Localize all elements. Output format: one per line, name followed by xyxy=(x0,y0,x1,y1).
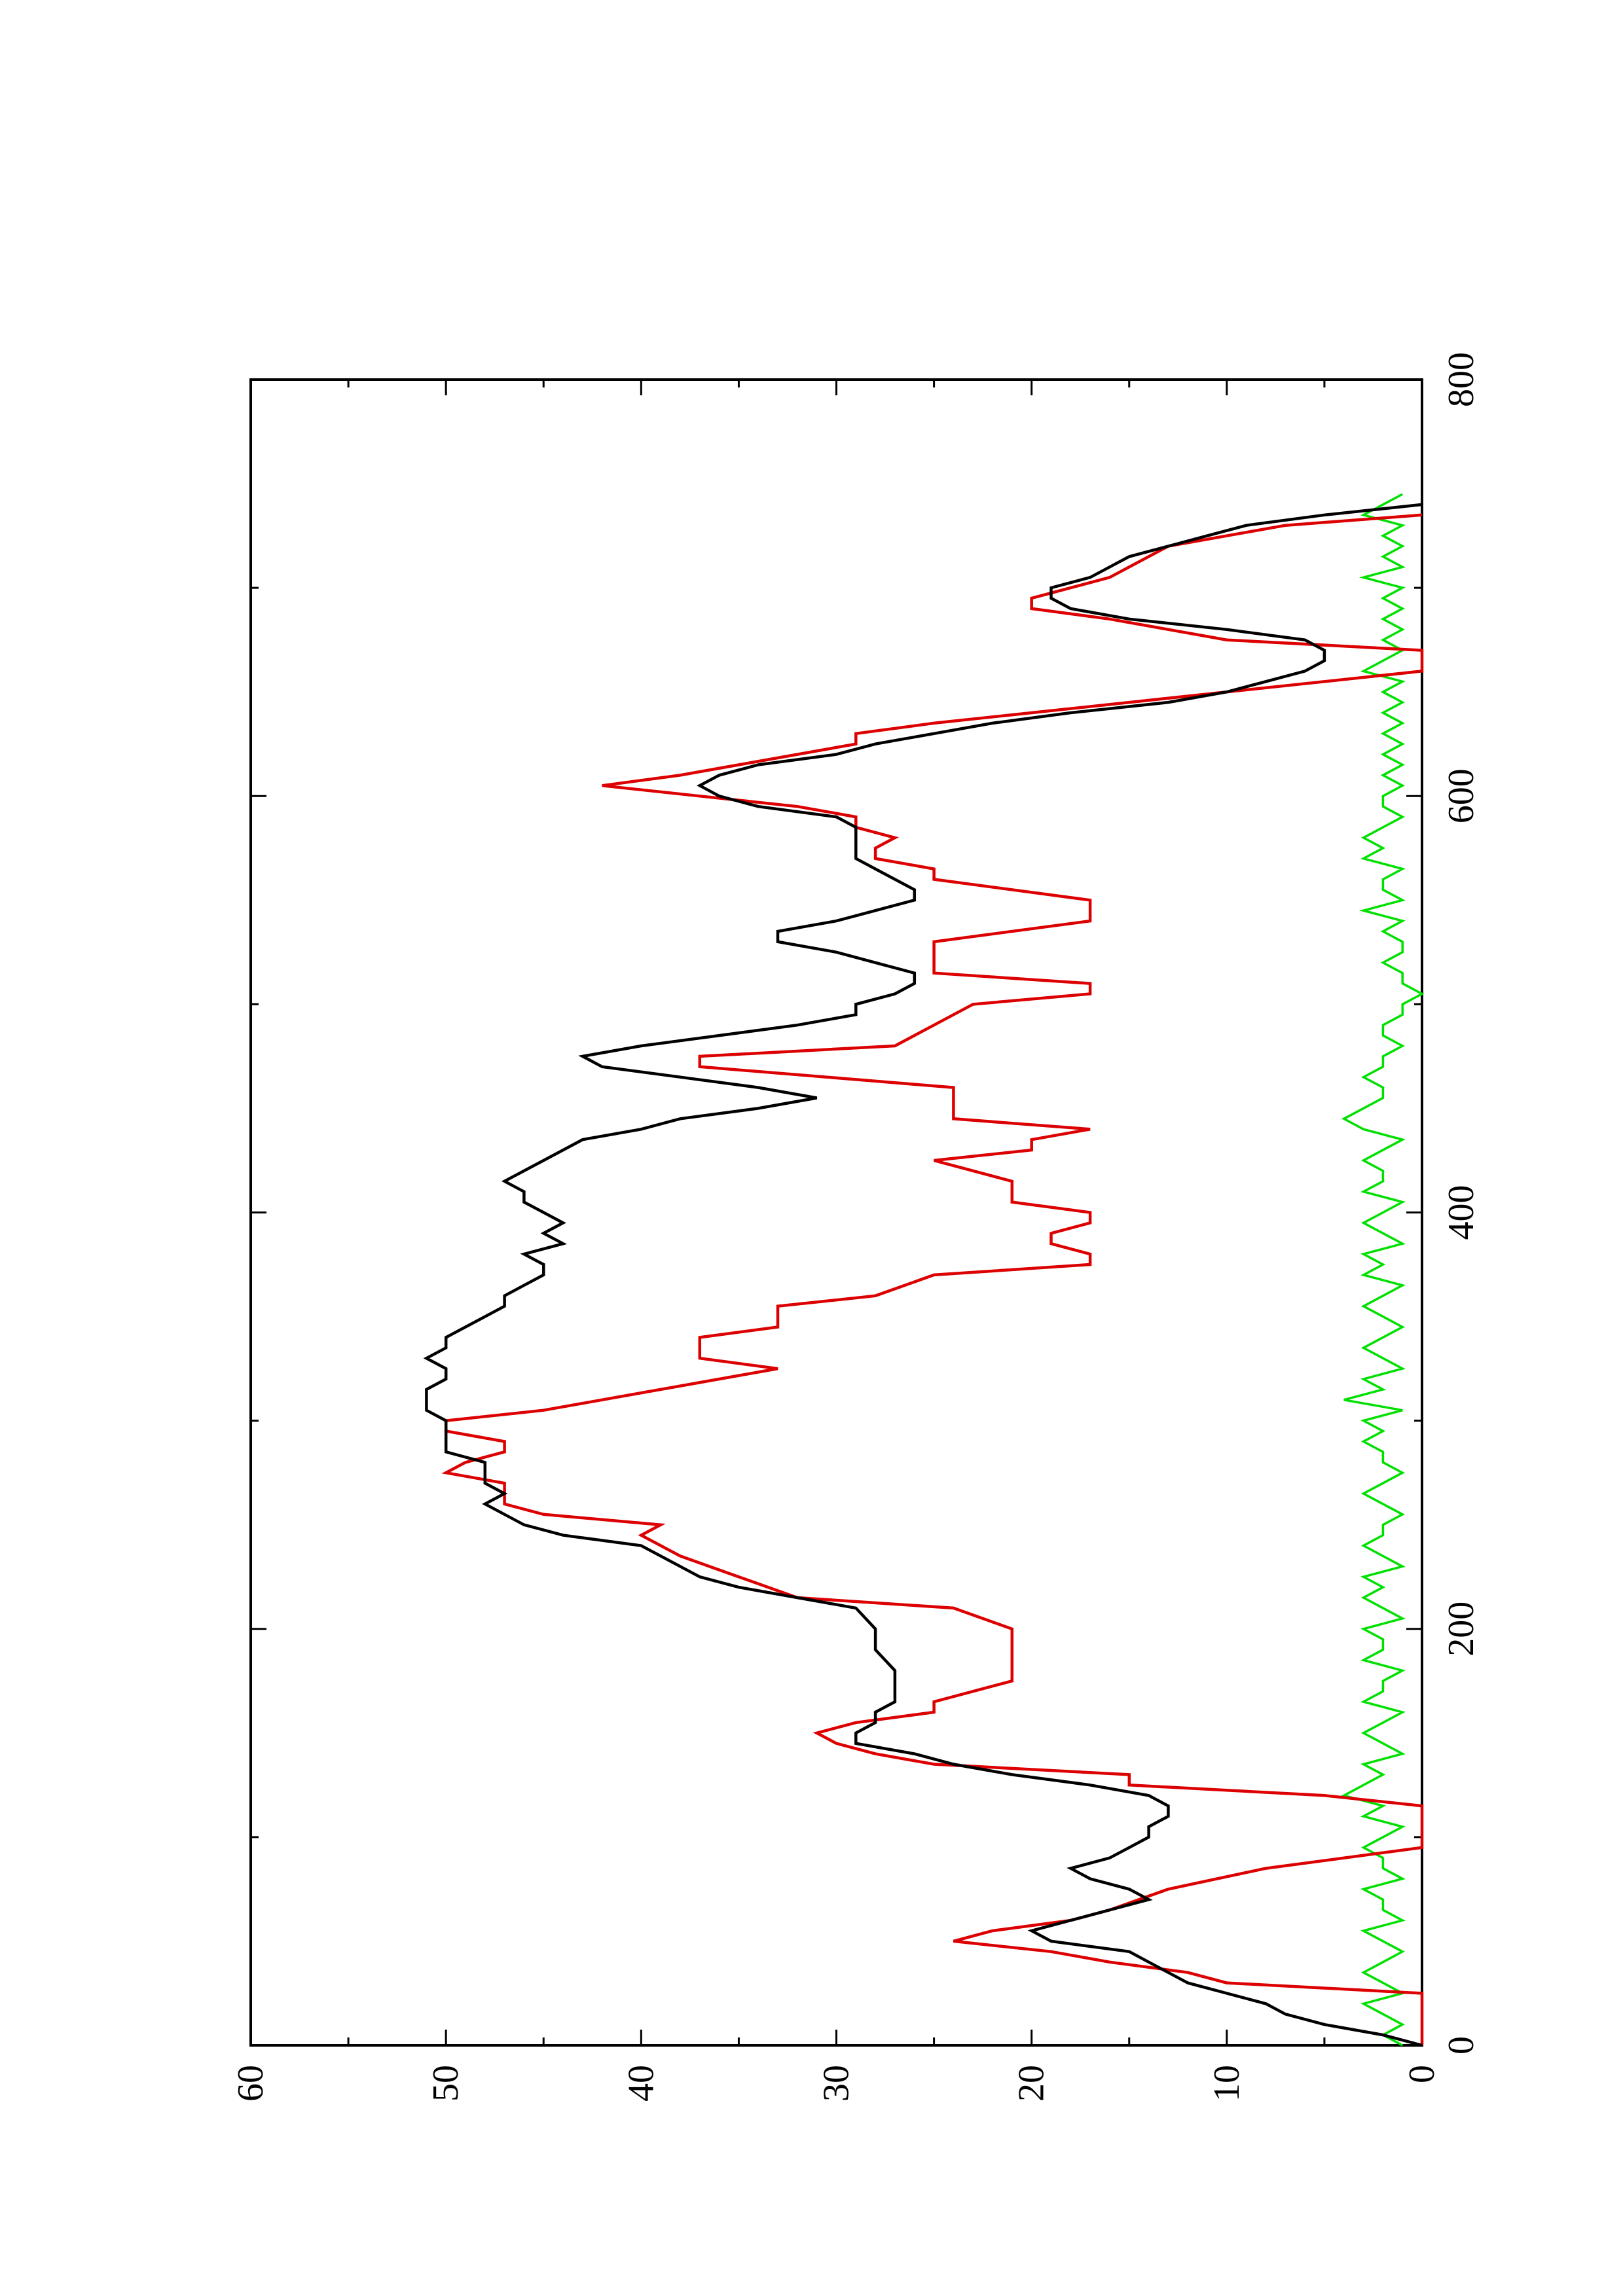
green-series-line xyxy=(1340,493,1425,2047)
y-tick-label: 50 xyxy=(426,2065,466,2102)
y-tick-label: 40 xyxy=(621,2065,661,2102)
y-tick-label: 10 xyxy=(1207,2065,1247,2102)
x-tick-label: 400 xyxy=(1441,1185,1482,1240)
axis-tick-labels: 0 200 400 600 800 0 10 20 30 40 50 60 xyxy=(230,352,1482,2102)
y-tick-label: 30 xyxy=(816,2065,857,2102)
x-tick-label: 600 xyxy=(1441,768,1482,823)
x-tick-label: 800 xyxy=(1441,352,1482,407)
plot-frame xyxy=(249,378,1423,2047)
y-tick-label: 20 xyxy=(1012,2065,1052,2102)
series-layer xyxy=(423,493,1425,2047)
black-series-line xyxy=(423,503,1423,2047)
red-series-line xyxy=(441,513,1424,2045)
x-tick-label: 0 xyxy=(1441,2036,1482,2054)
y-tick-label: 0 xyxy=(1402,2065,1442,2083)
y-tick-label: 60 xyxy=(230,2065,271,2102)
x-tick-label: 200 xyxy=(1441,1602,1482,1657)
axis-ticks xyxy=(249,378,1423,2047)
